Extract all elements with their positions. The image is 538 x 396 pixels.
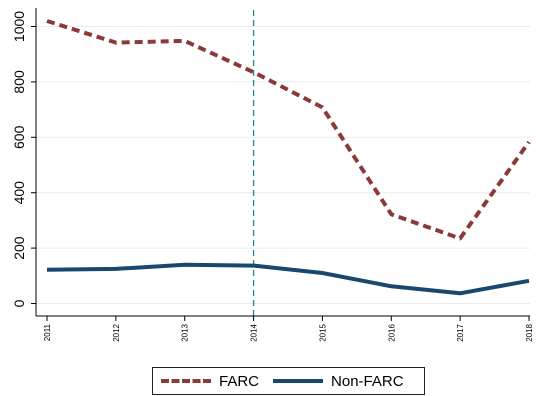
legend-label-farc: FARC [219,372,260,390]
y-tick-label-600: 600 [11,125,27,149]
y-tick-label-0: 0 [11,299,27,307]
gridlines [36,26,530,304]
x-tick-label-2012: 2012 [112,323,121,341]
legend-swatch-non-farc [273,379,324,383]
x-tick-label-2013: 2013 [181,323,190,341]
legend-item-non-farc: Non-FARC [273,374,404,389]
series-line-farc [46,19,531,241]
x-tick-label-2011: 2011 [43,323,52,341]
x-tick-label-2016: 2016 [387,323,396,341]
x-tick-label-2014: 2014 [250,323,259,341]
series-line-non-farc [46,262,530,296]
axes: 0 200 400 600 800 1000 2011 2012 2013 2014 2015 201… [11,8,534,342]
y-tick-label-800: 800 [11,70,27,94]
y-tick-label-400: 400 [11,181,27,205]
x-tick-label-2017: 2017 [456,323,465,341]
x-tick-label-2018: 2018 [525,323,534,341]
x-tick-label-2015: 2015 [318,323,327,341]
legend: FARC Non-FARC [152,367,425,395]
legend-label-non-farc: Non-FARC [331,372,404,390]
series-group [46,19,531,296]
y-tick-label-200: 200 [11,236,27,260]
legend-swatch-farc [161,379,211,383]
y-tick-label-1000: 1000 [11,11,27,42]
legend-item-farc: FARC [161,374,259,389]
